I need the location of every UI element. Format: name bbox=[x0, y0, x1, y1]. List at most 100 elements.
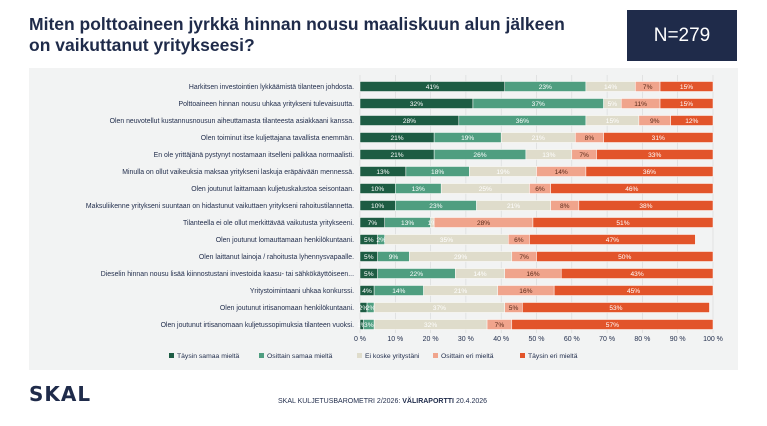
footer: SKAL KULJETUSBAROMETRI 2/2026: VÄLIRAPOR… bbox=[278, 398, 487, 405]
bar-value-label: 51% bbox=[616, 220, 629, 227]
bar-value-label: 13% bbox=[376, 169, 389, 176]
bar-value-label: 28% bbox=[403, 118, 416, 125]
bar-value-label: 36% bbox=[516, 118, 529, 125]
bar-value-label: 36% bbox=[643, 169, 656, 176]
bar-segment bbox=[670, 115, 714, 126]
bar-value-label: 7% bbox=[579, 152, 589, 159]
category-label: Olen joutunut irtisanomaan kuljetussopim… bbox=[161, 322, 355, 329]
bar-value-label: 8% bbox=[560, 203, 570, 210]
bar-value-label: 43% bbox=[631, 271, 644, 278]
bar-value-label: 21% bbox=[454, 288, 467, 295]
bar-value-label: 6% bbox=[514, 237, 524, 244]
bar-value-label: 16% bbox=[526, 271, 539, 278]
bar-segment bbox=[536, 251, 714, 262]
bar-value-label: 32% bbox=[424, 322, 437, 329]
legend-entry: Täysin eri mieltä bbox=[528, 353, 578, 360]
x-tick-label: 0 % bbox=[354, 336, 366, 343]
legend-swatch bbox=[357, 353, 362, 358]
bar-value-label: 38% bbox=[639, 203, 652, 210]
sample-size-badge: N=279 bbox=[627, 10, 737, 61]
category-label: Olen toiminut itse kuljettajana tavallis… bbox=[201, 135, 354, 142]
bar-value-label: 31% bbox=[652, 135, 665, 142]
x-tick-label: 100 % bbox=[703, 336, 723, 343]
bar-segment bbox=[578, 200, 714, 211]
bar-value-label: 5% bbox=[608, 101, 618, 108]
bar-value-label: 37% bbox=[433, 305, 446, 312]
bar-value-label: 2% bbox=[366, 305, 376, 312]
bar-segment bbox=[550, 183, 714, 194]
category-label: Tilanteella ei ole ollut merkittävää vai… bbox=[183, 220, 354, 227]
bar-value-label: 2% bbox=[359, 305, 369, 312]
bar-value-label: 23% bbox=[539, 84, 552, 91]
x-tick-label: 20 % bbox=[423, 336, 439, 343]
bar-segment bbox=[659, 81, 714, 92]
bar-value-label: 15% bbox=[680, 84, 693, 91]
bar-value-label: 32% bbox=[410, 101, 423, 108]
skal-logo: SKAL bbox=[29, 382, 92, 406]
bar-value-label: 14% bbox=[604, 84, 617, 91]
category-label: Olen joutunut laittamaan kuljetuskalusto… bbox=[191, 186, 354, 193]
bar-value-label: 1% bbox=[357, 322, 367, 329]
bar-segment bbox=[553, 285, 714, 296]
category-label: Minulla on ollut vaikeuksia maksaa yrity… bbox=[122, 169, 354, 176]
bar-segment bbox=[511, 319, 714, 330]
bar-value-label: 13% bbox=[542, 152, 555, 159]
bar-value-label: 7% bbox=[495, 322, 505, 329]
legend-entry: Ei koske yritystäni bbox=[365, 353, 420, 360]
bar-segment bbox=[603, 132, 714, 143]
bar-value-label: 3% bbox=[364, 322, 374, 329]
legend-entry: Osittain samaa mieltä bbox=[267, 353, 333, 360]
bar-value-label: 33% bbox=[648, 152, 661, 159]
legend-swatch bbox=[169, 353, 174, 358]
category-label: Maksuliikenne yritykseni suuntaan on hid… bbox=[86, 203, 354, 210]
bar-value-label: 4% bbox=[362, 288, 372, 295]
category-label: En ole yrittäjänä pystynyt nostamaan its… bbox=[154, 152, 354, 159]
footer-date: 20.4.2026 bbox=[455, 398, 488, 405]
x-tick-label: 40 % bbox=[493, 336, 509, 343]
bar-value-label: 9% bbox=[650, 118, 660, 125]
category-label: Dieselin hinnan nousu lisää kiinnostusta… bbox=[101, 271, 354, 278]
x-tick-label: 70 % bbox=[599, 336, 615, 343]
bar-segment bbox=[560, 268, 714, 279]
bar-value-label: 13% bbox=[401, 220, 414, 227]
bar-value-label: 5% bbox=[509, 305, 519, 312]
bar-value-label: 2% bbox=[376, 237, 386, 244]
legend-entry: Osittain eri mieltä bbox=[441, 353, 494, 360]
category-label: Olen laittanut lainoja / rahoitusta lyhe… bbox=[199, 254, 354, 261]
bar-segment bbox=[532, 217, 714, 228]
bar-value-label: 28% bbox=[477, 220, 490, 227]
x-tick-label: 50 % bbox=[529, 336, 545, 343]
bar-value-label: 5% bbox=[364, 271, 374, 278]
bar-segment bbox=[529, 234, 696, 245]
bar-value-label: 21% bbox=[390, 152, 403, 159]
bar-value-label: 45% bbox=[627, 288, 640, 295]
bar-value-label: 19% bbox=[496, 169, 509, 176]
bar-value-label: 11% bbox=[634, 101, 647, 108]
bar-value-label: 5% bbox=[364, 254, 374, 261]
bar-value-label: 26% bbox=[473, 152, 486, 159]
bar-value-label: 22% bbox=[410, 271, 423, 278]
bar-value-label: 21% bbox=[390, 135, 403, 142]
bar-segment bbox=[659, 98, 714, 109]
bar-value-label: 57% bbox=[606, 322, 619, 329]
bar-value-label: 13% bbox=[412, 186, 425, 193]
bar-value-label: 7% bbox=[643, 84, 653, 91]
bar-value-label: 21% bbox=[532, 135, 545, 142]
bar-value-label: 35% bbox=[440, 237, 453, 244]
bar-segment bbox=[585, 166, 714, 177]
category-label: Olen joutunut lomauttamaan henkilökuntaa… bbox=[216, 237, 354, 244]
bar-value-label: 1% bbox=[428, 220, 438, 227]
bar-value-label: 46% bbox=[625, 186, 638, 193]
bar-value-label: 9% bbox=[389, 254, 399, 261]
bar-value-label: 14% bbox=[392, 288, 405, 295]
stacked-bar-chart: Harkitsen investointien lykkäämistä tila… bbox=[86, 75, 723, 360]
category-label: Polttoaineen hinnan nousu uhkaa yritykse… bbox=[179, 101, 355, 108]
bar-value-label: 23% bbox=[429, 203, 442, 210]
bar-value-label: 29% bbox=[454, 254, 467, 261]
bar-value-label: 7% bbox=[368, 220, 378, 227]
bar-value-label: 5% bbox=[364, 237, 374, 244]
chart-panel: Harkitsen investointien lykkäämistä tila… bbox=[29, 68, 738, 370]
bar-value-label: 19% bbox=[461, 135, 474, 142]
category-label: Olen neuvotellut kustannusnousun aiheutt… bbox=[110, 118, 354, 125]
x-tick-label: 90 % bbox=[670, 336, 686, 343]
